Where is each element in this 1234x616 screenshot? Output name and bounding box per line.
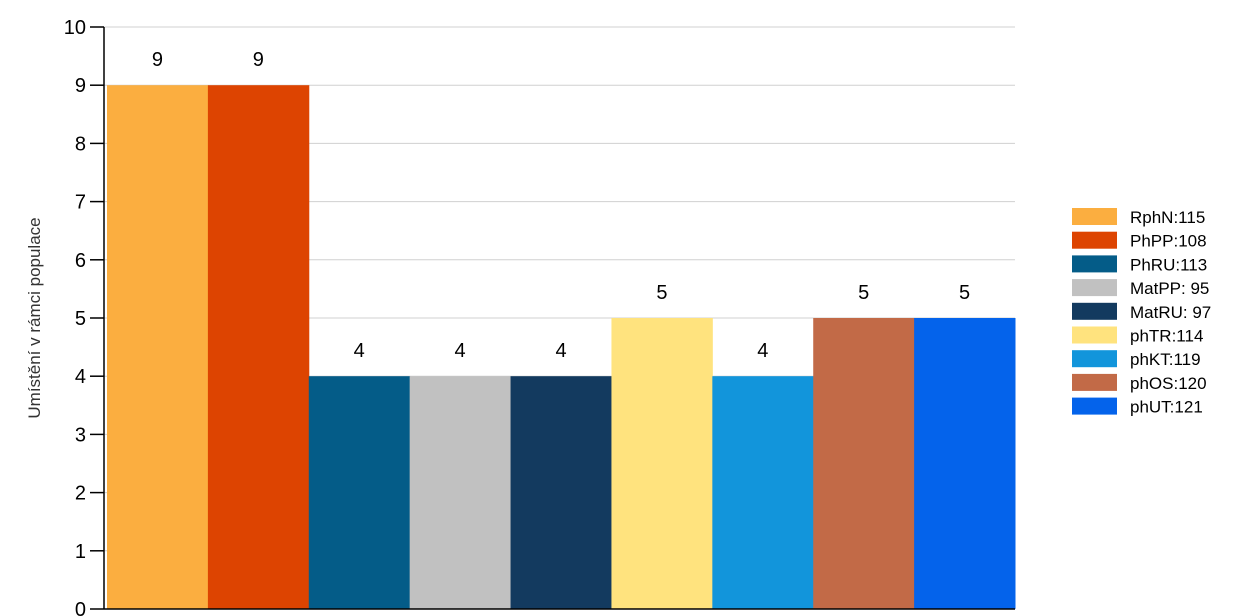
legend-swatch xyxy=(1072,350,1117,368)
legend-swatch xyxy=(1072,279,1117,297)
data-label: 9 xyxy=(253,49,264,71)
bar xyxy=(813,318,915,609)
y-tick-label: 5 xyxy=(75,308,86,330)
bar xyxy=(611,318,713,609)
data-label: 4 xyxy=(757,340,768,362)
legend-label: phTR:114 xyxy=(1130,327,1203,346)
y-tick-label: 10 xyxy=(64,17,86,39)
y-axis-title: Umístění v rámci populace xyxy=(25,217,44,418)
legend-swatch xyxy=(1072,326,1117,344)
bar xyxy=(107,85,209,609)
y-tick-label: 4 xyxy=(75,366,86,388)
legend-label: phUT:121 xyxy=(1130,398,1203,417)
legend-label: MatPP: 95 xyxy=(1130,279,1209,298)
data-label: 4 xyxy=(555,340,566,362)
legend-swatch xyxy=(1072,302,1117,320)
legend-label: phOS:120 xyxy=(1130,374,1207,393)
data-label: 5 xyxy=(858,282,869,304)
data-label: 5 xyxy=(656,282,667,304)
y-tick-label: 2 xyxy=(75,483,86,505)
legend-label: PhPP:108 xyxy=(1130,232,1207,251)
legend-swatch xyxy=(1072,397,1117,415)
bar xyxy=(308,376,411,609)
legend-swatch xyxy=(1072,255,1117,273)
legend-swatch xyxy=(1072,208,1117,225)
bar xyxy=(712,376,814,609)
legend-label: MatRU: 97 xyxy=(1130,303,1211,322)
y-tick-label: 0 xyxy=(75,599,86,616)
data-label: 9 xyxy=(152,49,163,71)
bar xyxy=(207,85,310,609)
y-tick-label: 6 xyxy=(75,250,86,272)
legend-label: RphN:115 xyxy=(1130,208,1205,227)
data-label: 4 xyxy=(455,340,466,362)
legend-swatch xyxy=(1072,231,1117,249)
y-tick-label: 1 xyxy=(75,541,86,563)
data-labels: 9 9 4 4 4 5 4 5 5 xyxy=(152,49,970,362)
legend-label: phKT:119 xyxy=(1130,350,1201,369)
legend-label: PhRU:113 xyxy=(1130,255,1207,274)
bar xyxy=(914,318,1016,609)
legend: RphN:115 PhPP:108 PhRU:113 MatPP: 95 MatRU: … xyxy=(1072,208,1211,417)
bars xyxy=(107,85,1016,609)
y-axis: 0 1 2 3 4 5 6 7 8 9 10 xyxy=(64,17,1015,616)
data-label: 5 xyxy=(959,282,970,304)
y-tick-label: 9 xyxy=(75,75,86,97)
y-tick-label: 8 xyxy=(75,133,86,155)
bar xyxy=(409,376,512,609)
y-tick-label: 3 xyxy=(75,424,86,446)
bar xyxy=(510,376,612,609)
data-label: 4 xyxy=(354,340,365,362)
legend-swatch xyxy=(1072,373,1117,391)
y-tick-label: 7 xyxy=(75,192,86,214)
